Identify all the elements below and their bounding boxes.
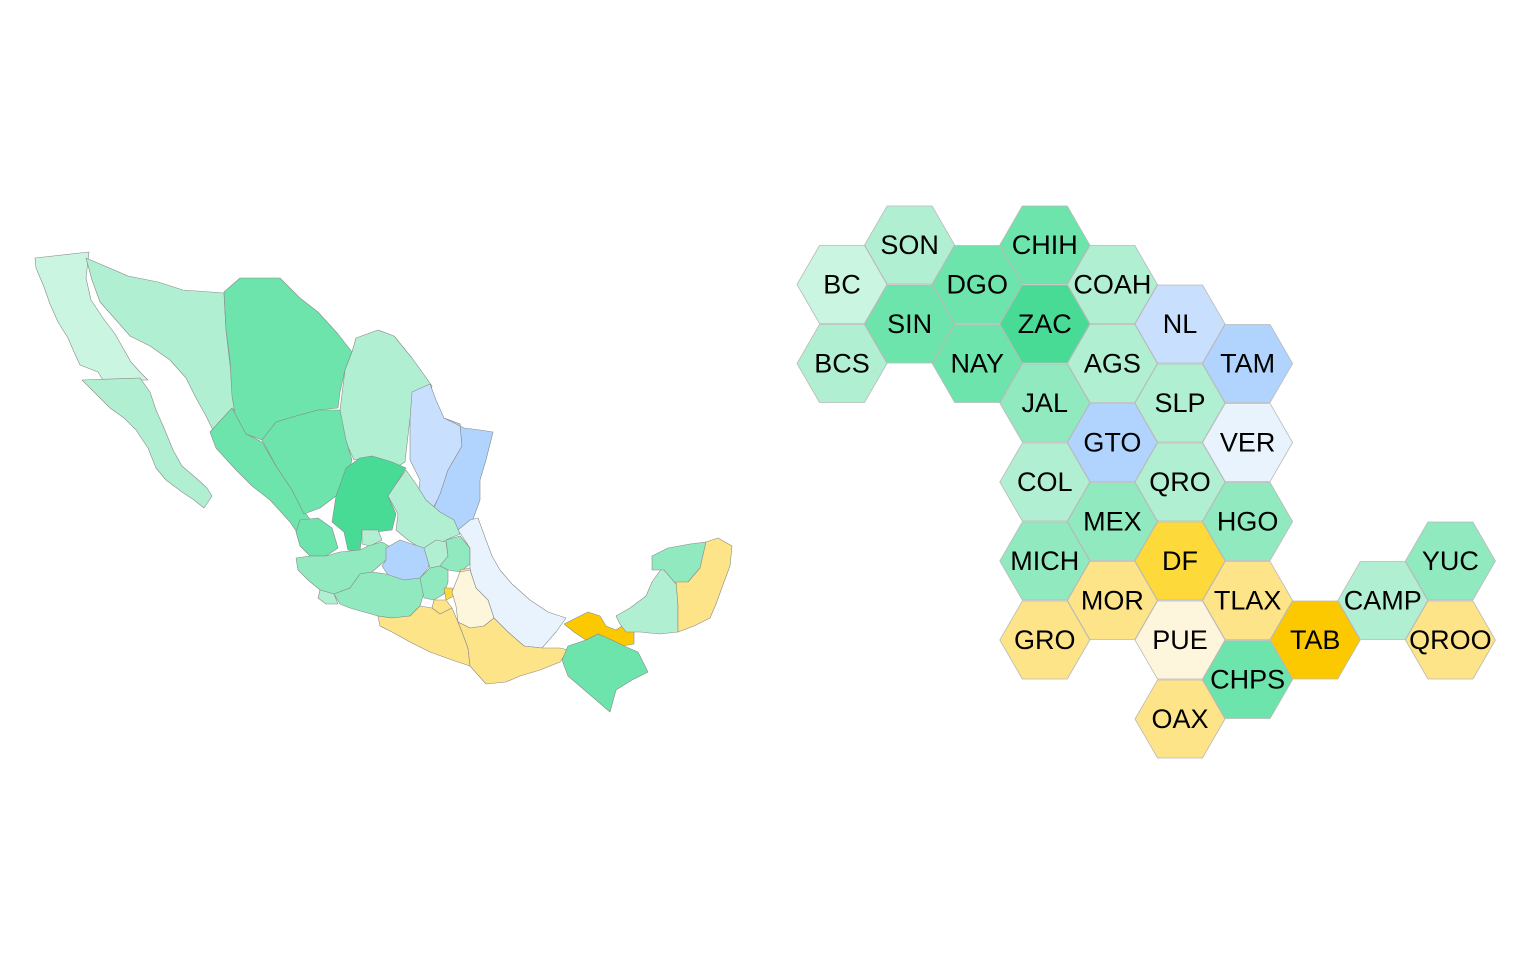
hex-label-qro: QRO — [1149, 467, 1211, 497]
hex-label-chih: CHIH — [1012, 230, 1078, 260]
hex-label-coah: COAH — [1073, 270, 1151, 300]
hex-tile-yuc — [1404, 521, 1496, 601]
hex-label-nl: NL — [1163, 309, 1198, 339]
state-gto — [381, 539, 433, 581]
hex-tile-ver — [1202, 403, 1294, 482]
hex-label-df: DF — [1162, 546, 1198, 576]
mexico-choropleth-map — [34, 251, 733, 713]
state-ags — [361, 529, 383, 547]
state-son — [85, 257, 236, 433]
hex-label-yuc: YUC — [1422, 546, 1479, 576]
hex-label-camp: CAMP — [1344, 586, 1422, 616]
hex-label-jal: JAL — [1022, 388, 1069, 418]
state-chih — [223, 277, 353, 441]
hex-label-gro: GRO — [1014, 625, 1076, 655]
hex-label-sin: SIN — [887, 309, 932, 339]
hex-label-ags: AGS — [1084, 349, 1141, 379]
state-mich — [333, 571, 425, 619]
hex-tile-gro — [999, 600, 1091, 680]
hex-tile-hgo — [1202, 482, 1294, 561]
state-zac — [331, 455, 407, 553]
hex-label-oax: OAX — [1151, 704, 1208, 734]
hex-label-tlax: TLAX — [1214, 586, 1282, 616]
hex-tile-tab — [1269, 600, 1361, 680]
hex-label-nay: NAY — [950, 349, 1004, 379]
hex-label-tab: TAB — [1290, 625, 1341, 655]
hex-label-mex: MEX — [1083, 507, 1142, 537]
hex-label-zac: ZAC — [1018, 309, 1072, 339]
hex-label-ver: VER — [1220, 428, 1276, 458]
hex-tile-oax — [1134, 679, 1226, 759]
hex-label-chps: CHPS — [1210, 665, 1285, 695]
hex-label-gto: GTO — [1083, 428, 1141, 458]
hex-label-mor: MOR — [1081, 586, 1144, 616]
hex-label-son: SON — [880, 230, 939, 260]
hex-label-pue: PUE — [1152, 625, 1208, 655]
state-mex — [419, 565, 449, 601]
hex-label-bc: BC — [823, 270, 861, 300]
hex-tile-tam — [1202, 324, 1294, 403]
hex-tile-bcs — [796, 324, 888, 403]
hex-label-tam: TAM — [1220, 349, 1275, 379]
hex-label-hgo: HGO — [1217, 507, 1279, 537]
hex-tile-chps — [1202, 640, 1294, 719]
state-col — [317, 589, 339, 605]
hex-label-mich: MICH — [1010, 546, 1079, 576]
hex-label-qroo: QROO — [1409, 625, 1492, 655]
state-qroo — [675, 537, 733, 633]
hex-tile-qroo — [1404, 600, 1496, 680]
hex-label-slp: SLP — [1154, 388, 1205, 418]
hex-label-bcs: BCS — [814, 349, 870, 379]
state-chps — [561, 633, 649, 713]
state-bcs — [81, 377, 213, 509]
hex-label-col: COL — [1017, 467, 1073, 497]
hex-label-dgo: DGO — [946, 270, 1008, 300]
